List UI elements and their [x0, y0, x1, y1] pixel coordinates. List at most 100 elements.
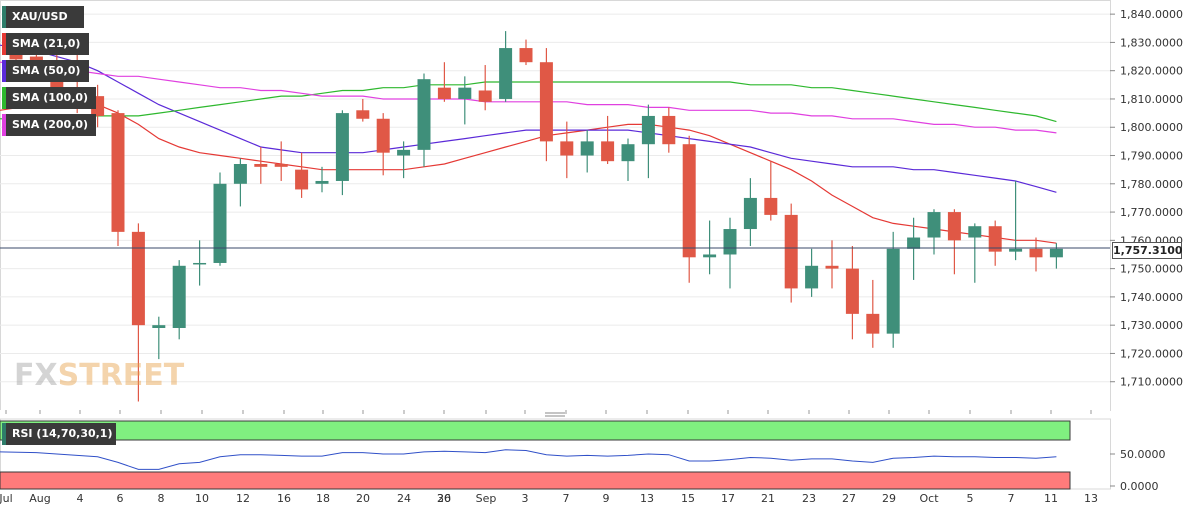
candle — [641, 104, 655, 179]
candle-body — [376, 118, 390, 153]
candle — [907, 217, 921, 280]
candle — [458, 76, 472, 125]
x-tick-label: 23 — [802, 492, 816, 505]
candle-body — [458, 87, 472, 99]
rsi-overbought-zone — [0, 420, 1071, 441]
x-tick-label: 20 — [356, 492, 370, 505]
candle — [784, 203, 798, 303]
candle — [193, 240, 207, 286]
x-tick-label: 10 — [195, 492, 209, 505]
candle-body — [703, 254, 717, 258]
legend-sma-100[interactable]: SMA (100,0) — [2, 87, 96, 109]
candle — [131, 223, 145, 402]
x-tick-label: 15 — [681, 492, 695, 505]
candle — [478, 65, 492, 111]
y-tick-label: 1,730.0000 — [1120, 319, 1183, 332]
x-tick-label: 26 — [437, 492, 451, 505]
candle — [315, 166, 329, 193]
candle-body — [907, 237, 921, 249]
candle-body — [437, 87, 451, 99]
candle — [764, 161, 778, 221]
candle-body — [254, 164, 268, 167]
candle-body — [968, 226, 982, 238]
legend-rsi[interactable]: RSI (14,70,30,1) — [2, 423, 116, 445]
candle — [152, 316, 166, 360]
candle — [356, 98, 370, 122]
symbol-label[interactable]: XAU/USD — [2, 6, 84, 28]
y-tick-label: 1,800.0000 — [1120, 121, 1183, 134]
grid — [0, 0, 1111, 411]
fxstreet-logo: FXSTREET — [14, 358, 185, 393]
candle-body — [417, 79, 431, 150]
x-tick-label: 24 — [397, 492, 411, 505]
candle-body — [662, 115, 676, 145]
candle — [988, 220, 1002, 266]
rsi-line — [0, 449, 1057, 470]
x-tick-label: 7 — [1008, 492, 1015, 505]
candle — [601, 115, 615, 164]
candle-body — [478, 90, 492, 102]
candle-body — [1009, 248, 1023, 252]
price-axis: 1,710.0000 1,720.0000 1,730.0000 1,740.0000… — [1110, 8, 1183, 389]
x-tick-label: Oct — [919, 492, 939, 505]
y-tick-label: 1,830.0000 — [1120, 36, 1183, 49]
legend-sma-50[interactable]: SMA (50,0) — [2, 60, 89, 82]
candle-body — [845, 268, 859, 314]
legend-sma-21[interactable]: SMA (21,0) — [2, 33, 89, 55]
candle — [213, 172, 227, 266]
legend-sma-100-label: SMA (100,0) — [12, 91, 89, 104]
y-tick-label: 1,750.0000 — [1120, 263, 1183, 276]
candle — [866, 279, 880, 348]
candle-body — [886, 248, 900, 334]
candle-body — [866, 313, 880, 334]
candle — [397, 141, 411, 179]
sma-21-line — [0, 98, 1057, 244]
candle-body — [682, 144, 696, 258]
legend-sma-200[interactable]: SMA (200,0) — [2, 114, 96, 136]
x-tick-label: 3 — [522, 492, 529, 505]
candle-body — [397, 149, 411, 156]
x-tick-label: 12 — [236, 492, 250, 505]
candle-body — [131, 231, 145, 326]
legend-sma-200-label: SMA (200,0) — [12, 118, 89, 131]
x-tick-label: 13 — [1084, 492, 1098, 505]
candle — [376, 113, 390, 176]
candle — [805, 248, 819, 297]
candle-body — [621, 144, 635, 162]
y-tick-label: 1,810.0000 — [1120, 93, 1183, 106]
x-tick-label: 6 — [117, 492, 124, 505]
candle — [295, 152, 309, 198]
candle — [437, 62, 451, 102]
candle-body — [743, 197, 757, 230]
candle — [560, 121, 574, 179]
candle-body — [152, 325, 166, 328]
y-tick-label: 1,840.0000 — [1120, 8, 1183, 21]
y-tick-label: 1,710.0000 — [1120, 376, 1183, 389]
x-tick-label: 17 — [721, 492, 735, 505]
candle-body — [601, 141, 615, 162]
candle — [1049, 243, 1063, 269]
candle — [539, 48, 553, 162]
x-tick-label: Aug — [29, 492, 50, 505]
legend-sma-21-label: SMA (21,0) — [12, 37, 81, 50]
candle-body — [213, 183, 227, 263]
x-tick-label: 30 — [437, 492, 451, 505]
candle-body — [111, 113, 125, 232]
legend-rsi-label: RSI (14,70,30,1) — [12, 427, 113, 440]
candle — [621, 138, 635, 181]
candle — [111, 110, 125, 246]
sma-200-line — [0, 61, 1057, 134]
candle-body — [988, 226, 1002, 252]
candle-body — [764, 197, 778, 215]
candle-body — [172, 265, 186, 328]
candle — [886, 231, 900, 348]
candle — [723, 217, 737, 289]
x-tick-label: 16 — [277, 492, 291, 505]
candle-body — [784, 214, 798, 289]
candle-body — [274, 164, 288, 167]
plot-frame — [0, 0, 1111, 411]
x-tick-label: 27 — [842, 492, 856, 505]
candle-body — [805, 265, 819, 289]
y-tick-label: 1,790.0000 — [1120, 150, 1183, 163]
candle — [335, 110, 349, 196]
